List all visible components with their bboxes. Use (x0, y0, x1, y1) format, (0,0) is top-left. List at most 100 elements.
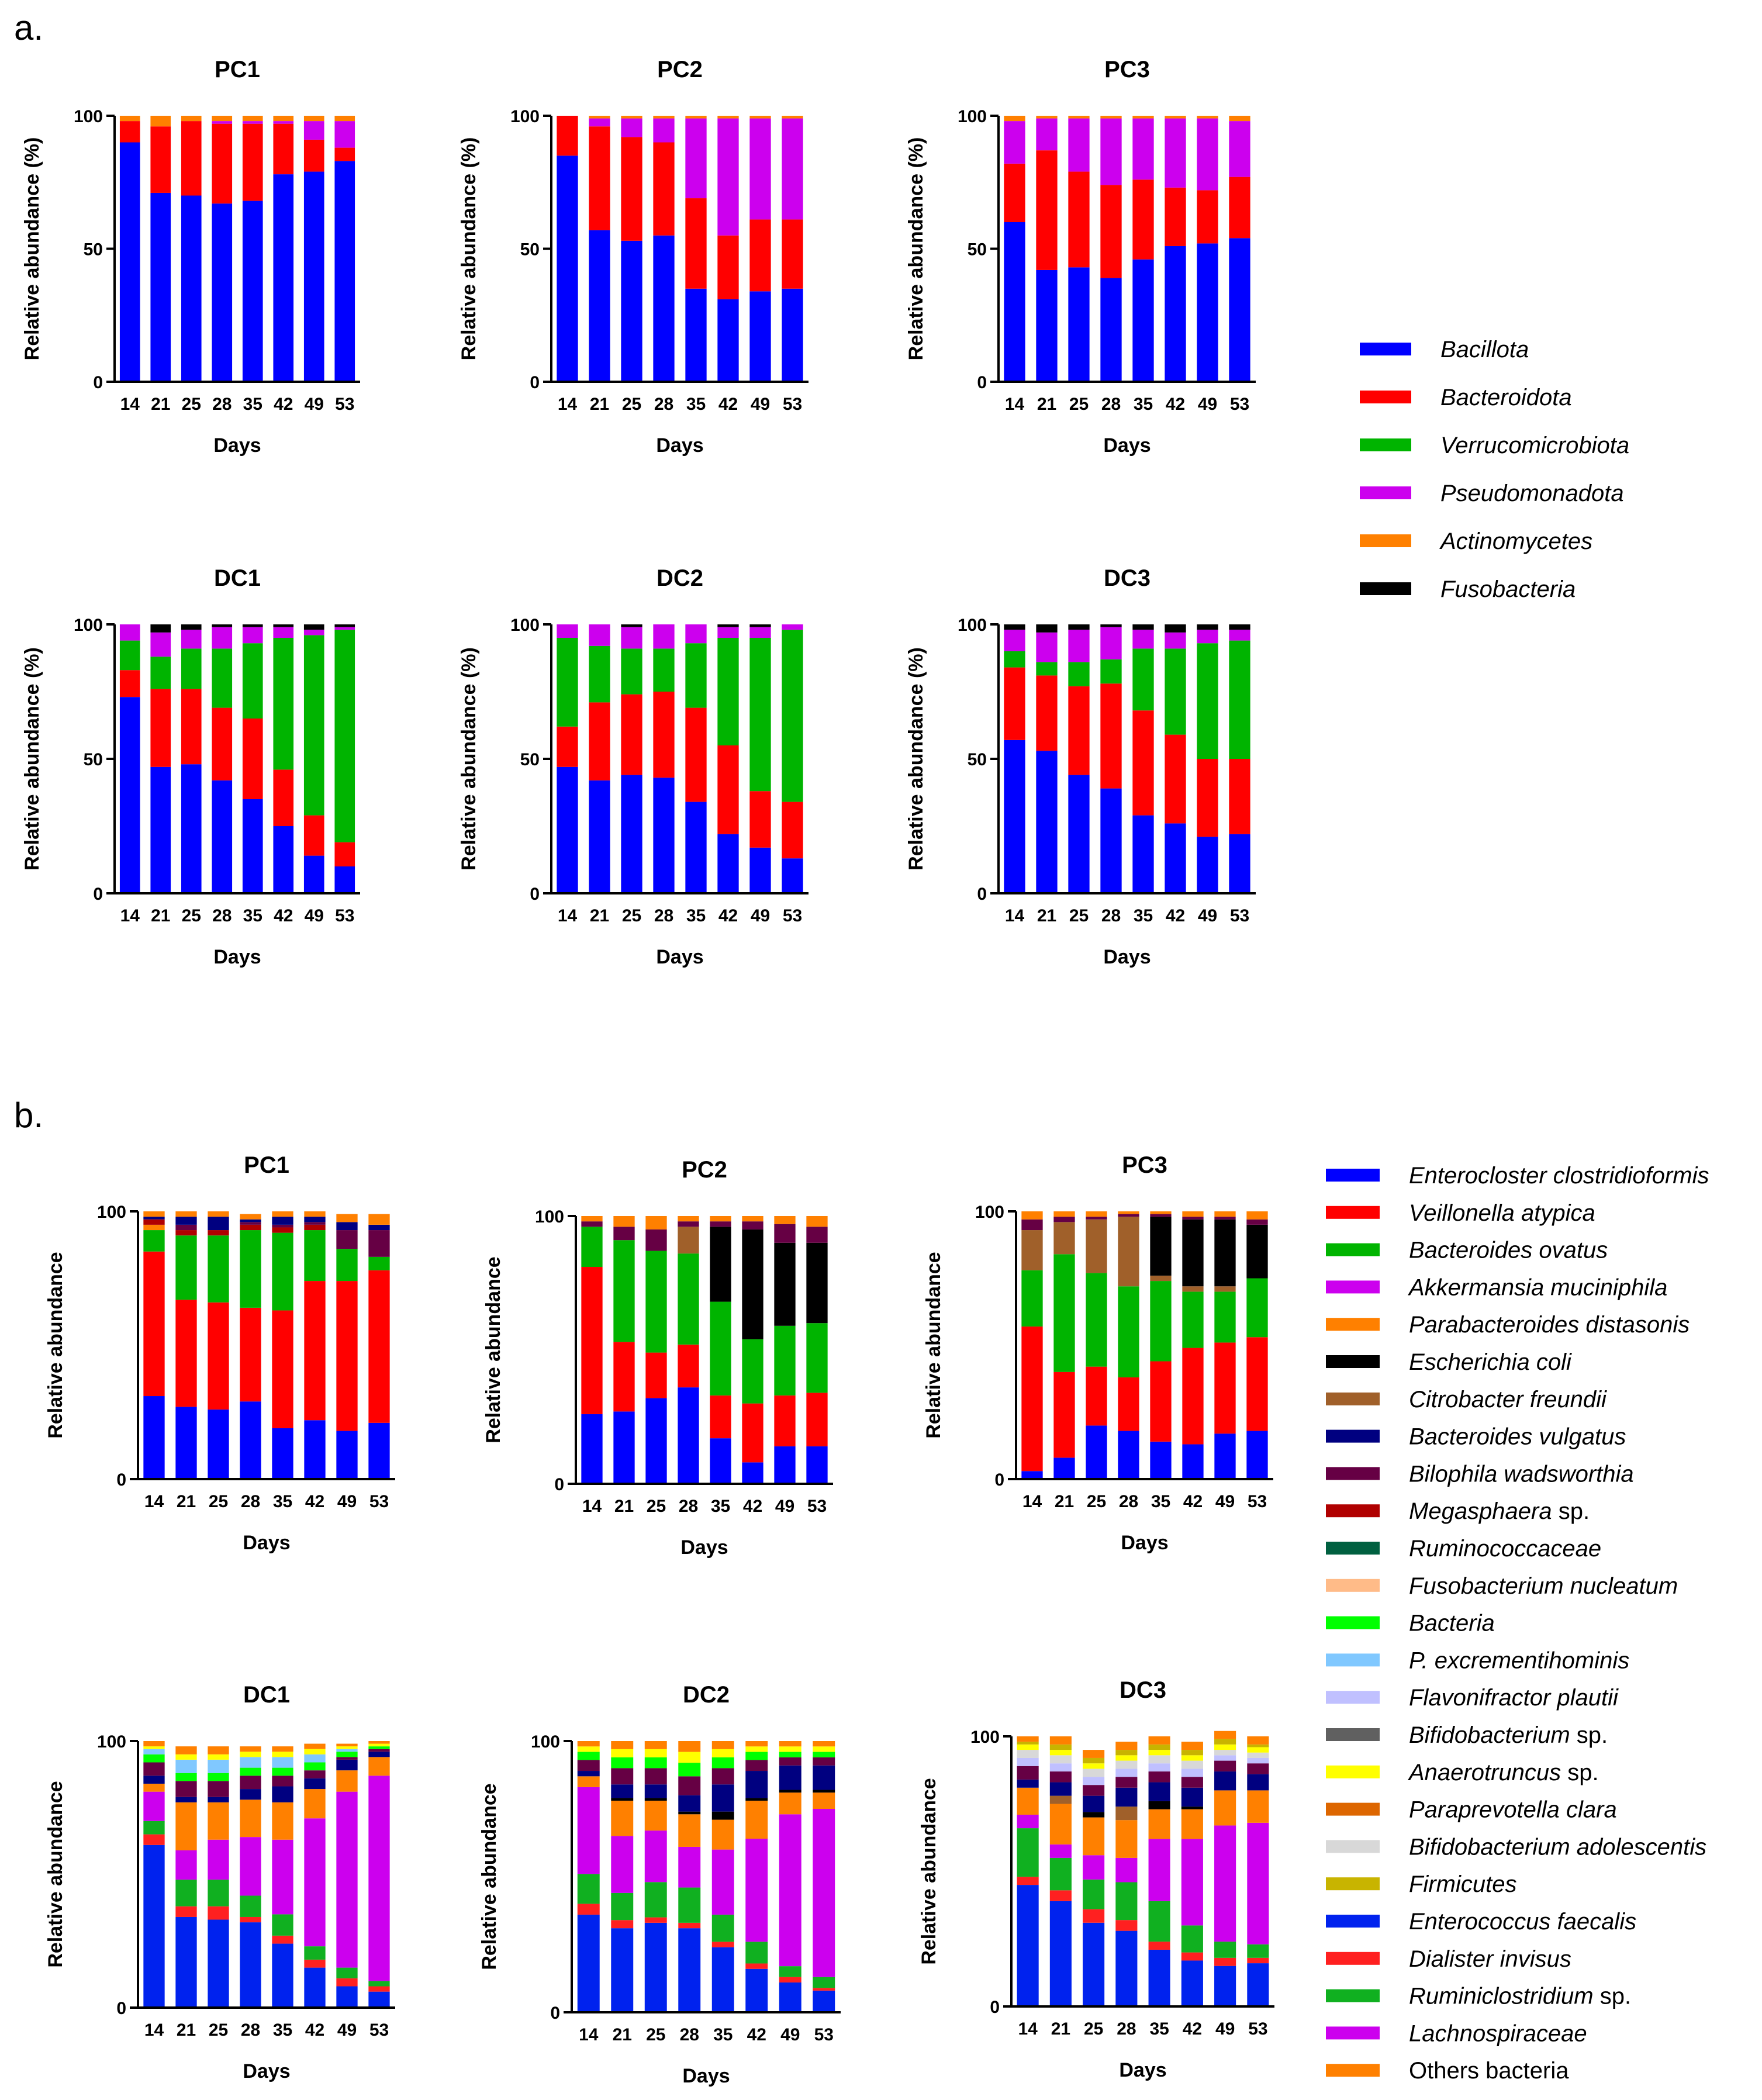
bar-segment (685, 116, 707, 119)
x-tick-label: 25 (622, 395, 641, 414)
x-tick-label: 21 (614, 1497, 634, 1516)
bar-segment (1004, 624, 1025, 630)
chart-b-dc1: 14 21 25 28 35 42 49 53 0 100 DC1 Days Relative abun… (44, 1682, 395, 2082)
y-tick-label: 50 (968, 240, 987, 260)
x-tick-label: 25 (1069, 395, 1089, 414)
bar-segment (240, 1837, 261, 1896)
legend-swatch (1326, 1243, 1380, 1256)
bar-segment (1017, 1757, 1039, 1766)
bar-segment (175, 1211, 197, 1217)
x-axis-label: Days (243, 2060, 290, 2082)
bar-segment (368, 1256, 390, 1270)
bar-segment (272, 1757, 293, 1768)
bar-segment (1083, 1785, 1105, 1796)
bar-segment (1118, 1377, 1139, 1431)
bar-segment (304, 1818, 326, 1947)
bar-segment (611, 1836, 634, 1893)
x-tick-label: 14 (1018, 2019, 1038, 2039)
bar-segment (678, 1763, 701, 1777)
legend-label: Ruminiclostridium sp. (1409, 1984, 1631, 2009)
x-tick-label: 28 (212, 906, 232, 925)
x-tick-label: 53 (1230, 395, 1249, 414)
bar-segment (1132, 648, 1154, 711)
bar-segment (685, 643, 707, 708)
bar-segment (272, 1776, 293, 1787)
bar-segment (653, 142, 675, 236)
bar-segment (813, 1741, 835, 1747)
bar-segment (1083, 1769, 1105, 1777)
bar-segment (212, 624, 233, 627)
legend-swatch (1360, 391, 1411, 403)
legend-label: Pseudomonadota (1440, 481, 1624, 506)
bar-segment (621, 116, 642, 119)
y-tick-label: 0 (116, 1470, 126, 1490)
bar-segment (1021, 1326, 1043, 1472)
chart-a-dc2: 14 21 25 28 35 42 49 53 0 50 100 DC2 Days Relative ab… (458, 565, 809, 968)
legend-swatch (1326, 1952, 1380, 1965)
x-tick-label: 21 (177, 1492, 196, 1511)
bar-segment (1132, 118, 1154, 180)
bar-segment (1181, 1787, 1203, 1807)
bar-segment (143, 1224, 165, 1231)
y-axis-label: Relative abundance (44, 1781, 67, 1967)
bar-segment (240, 1219, 261, 1222)
bar-segment (1214, 1342, 1236, 1434)
bar-segment (212, 203, 233, 382)
bar-segment (334, 161, 355, 382)
bar-segment (150, 126, 171, 193)
x-tick-label: 14 (558, 395, 578, 414)
chart-a-pc1: 14 21 25 28 35 42 49 53 0 50 100 PC1 Days Relative ab… (21, 57, 360, 457)
bar-segment (336, 1752, 358, 1757)
bar-segment (272, 1802, 293, 1840)
bar-segment (1004, 163, 1025, 222)
bar-segment (272, 1786, 293, 1802)
bar-segment (678, 1928, 701, 2012)
bar-segment (240, 1789, 261, 1800)
bar-segment (742, 1339, 763, 1404)
bar-segment (1148, 1771, 1170, 1783)
legend-label: Anaerotruncus sp. (1408, 1760, 1599, 1785)
bar-segment (678, 1776, 701, 1795)
bar-segment (368, 1422, 390, 1479)
bar-segment (1150, 1281, 1172, 1362)
bar-segment (181, 630, 202, 649)
x-tick-label: 53 (783, 395, 802, 414)
x-tick-label: 21 (590, 395, 609, 414)
bar-segment (678, 1216, 699, 1222)
bar-segment (745, 1771, 768, 1798)
bar-segment (240, 1214, 261, 1220)
bar-segment (1086, 1425, 1107, 1479)
bar-segment (242, 624, 263, 627)
bar-segment (1148, 1942, 1170, 1950)
bar-segment (613, 1227, 635, 1241)
bar-segment (711, 1819, 734, 1850)
bar-segment (782, 802, 803, 859)
bar-segment (1214, 1750, 1236, 1756)
bar-segment (745, 1798, 768, 1801)
bar-segment (717, 834, 739, 893)
chart-b-pc1: 14 21 25 28 35 42 49 53 0 100 PC1 Days Relative abun… (44, 1152, 395, 1554)
bar-segment (1049, 1844, 1072, 1858)
bar-segment (782, 624, 803, 630)
bar-segment (644, 1784, 667, 1798)
bar-segment (749, 638, 771, 792)
bar-segment (645, 1229, 667, 1251)
bar-segment (1229, 624, 1250, 630)
chart-title: PC1 (215, 57, 260, 82)
bar-segment (1100, 683, 1122, 789)
bar-segment (717, 745, 739, 834)
bar-segment (304, 1762, 326, 1771)
chart-title: PC3 (1122, 1152, 1167, 1178)
bar-segment (208, 1235, 229, 1303)
bar-segment (175, 1850, 197, 1880)
y-tick-label: 0 (93, 885, 103, 904)
bar-segment (1214, 1211, 1236, 1217)
bar-segment (685, 118, 707, 199)
bar-segment (272, 1217, 293, 1225)
bar-segment (1036, 675, 1058, 751)
bar-segment (1165, 116, 1186, 119)
bar-segment (336, 1249, 358, 1282)
legend-swatch (1326, 2026, 1380, 2040)
bar-segment (678, 1752, 701, 1763)
bar-segment (1197, 643, 1218, 759)
